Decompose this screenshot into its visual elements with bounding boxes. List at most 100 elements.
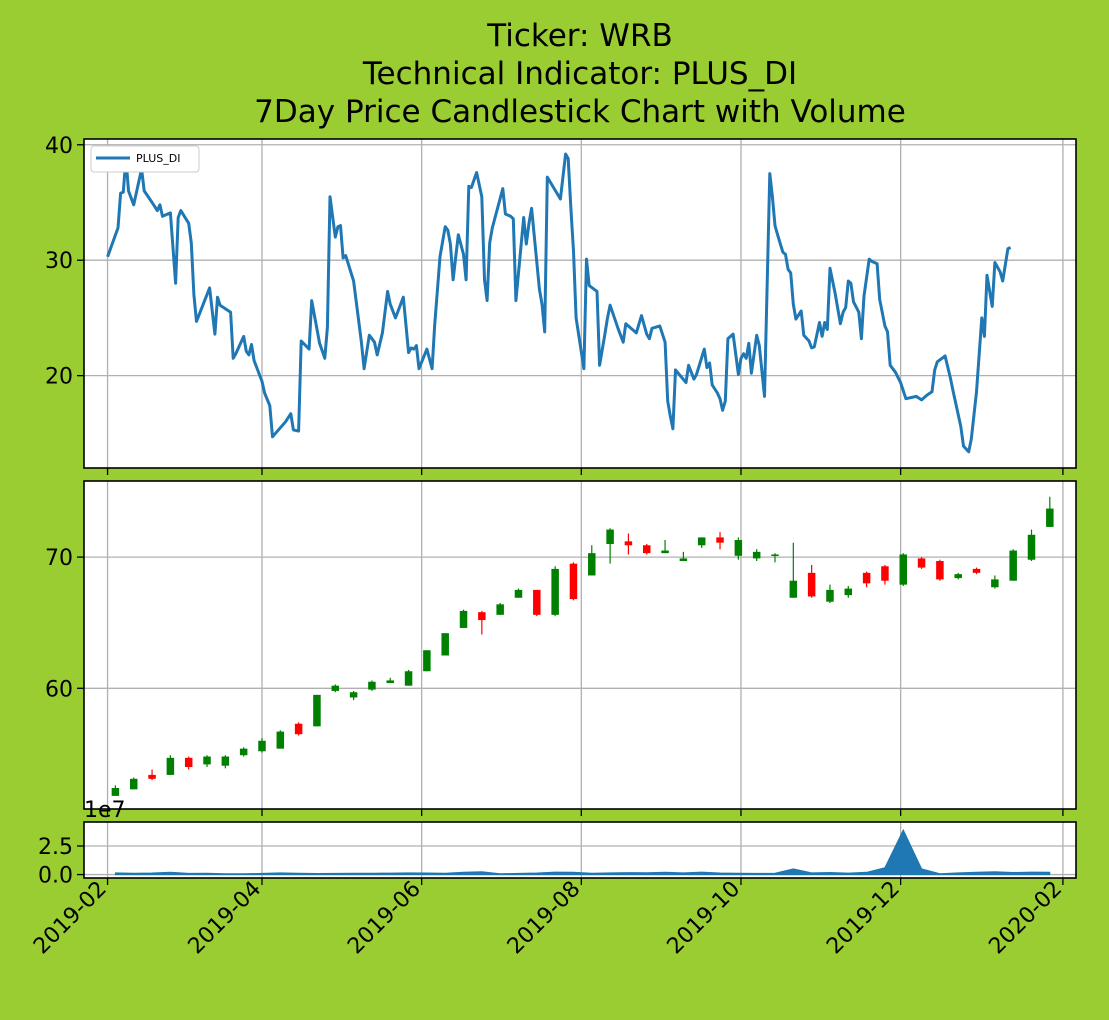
candle-body (936, 561, 944, 580)
candle-body (697, 537, 706, 546)
price-ytick-label: 60 (45, 677, 73, 702)
candle-body (239, 748, 248, 756)
candle-body (276, 731, 285, 749)
candle (551, 566, 559, 617)
candle-body (1046, 508, 1054, 527)
candle (386, 677, 394, 684)
candle-body (899, 554, 908, 585)
candle (899, 553, 908, 586)
candle (606, 528, 614, 564)
xtick-label: 2019-06 (343, 877, 426, 960)
indicator-ytick-label: 20 (45, 365, 73, 390)
xtick-label: 2019-02 (29, 877, 112, 960)
candle (258, 738, 266, 753)
candle-body (734, 540, 743, 556)
price-ytick-label: 70 (45, 546, 73, 571)
candle (533, 589, 541, 617)
candle (991, 575, 999, 589)
candle (642, 543, 651, 555)
candle (734, 537, 743, 560)
price-panel: 60 70 (45, 480, 1077, 816)
volume-ytick-label: 2.5 (38, 835, 73, 860)
legend-label: PLUS_DI (136, 152, 180, 165)
candle-body (588, 553, 596, 576)
volume-border (83, 821, 1077, 879)
volume-offset-label: 1e7 (84, 798, 126, 823)
candle-body (789, 580, 798, 598)
xtick-label: 2019-08 (503, 877, 586, 960)
indicator-panel: 20 30 40 PLUS_DI (45, 134, 1077, 475)
candle-body (771, 554, 779, 556)
candle-body (404, 671, 413, 686)
candle (496, 603, 504, 615)
candle (862, 571, 871, 588)
candle (239, 747, 248, 757)
candle (661, 540, 669, 554)
candle-body (606, 529, 614, 544)
candle (697, 537, 706, 548)
candle-body (551, 568, 559, 615)
candle-body (954, 574, 962, 579)
candle (752, 549, 761, 562)
candle (936, 559, 944, 581)
candle-body (642, 545, 651, 554)
candle (917, 557, 926, 569)
candle-body (716, 537, 724, 543)
candle-body (221, 756, 230, 766)
candle (679, 551, 688, 562)
candle-body (972, 568, 981, 573)
candle (349, 690, 358, 701)
candle-body (386, 680, 394, 684)
xtick-label: 2019-12 (822, 877, 905, 960)
candle (624, 533, 633, 555)
xtick-label: 2019-04 (184, 877, 267, 960)
xtick-label: 2020-02 (984, 877, 1067, 960)
candle (1009, 549, 1017, 581)
candle-body (368, 681, 376, 690)
candle (313, 694, 321, 727)
candle (881, 564, 889, 585)
candle (423, 650, 431, 672)
candle-body (533, 589, 541, 615)
candle (331, 684, 340, 693)
candle-body (148, 774, 156, 779)
xtick-label: 2019-10 (663, 877, 746, 960)
candle-body (991, 579, 999, 588)
candle (569, 562, 578, 601)
candle (844, 585, 853, 598)
candle (166, 755, 175, 775)
candle-body (441, 633, 449, 656)
candle-body (313, 694, 321, 727)
candle-body (1027, 534, 1036, 560)
candle-body (496, 604, 504, 615)
candle (111, 785, 120, 796)
candle-body (844, 588, 853, 596)
candle-body (752, 551, 761, 559)
indicator-ytick-label: 40 (45, 134, 73, 159)
title-line-3: 7Day Price Candlestick Chart with Volume (254, 94, 906, 130)
candle (789, 542, 798, 598)
legend-box (90, 145, 200, 173)
candle-body (1009, 550, 1017, 581)
candle-body (129, 778, 138, 790)
indicator-ytick-label: 30 (45, 249, 73, 274)
candle-body (661, 550, 669, 554)
candle (441, 633, 449, 656)
candle (972, 567, 981, 575)
candle (478, 610, 486, 635)
candle (771, 553, 779, 563)
candle (294, 722, 303, 736)
candle (459, 609, 468, 628)
candle-body (826, 589, 834, 602)
candle-body (881, 566, 889, 581)
candle-body (862, 572, 871, 584)
title-line-2: Technical Indicator: PLUS_DI (362, 56, 797, 92)
candle (148, 769, 156, 781)
candle (129, 777, 138, 790)
price-plot-area (84, 481, 1076, 809)
candle-body (478, 612, 486, 621)
candle-body (203, 756, 211, 765)
title-line-1: Ticker: WRB (486, 18, 673, 54)
candle-body (514, 589, 523, 598)
